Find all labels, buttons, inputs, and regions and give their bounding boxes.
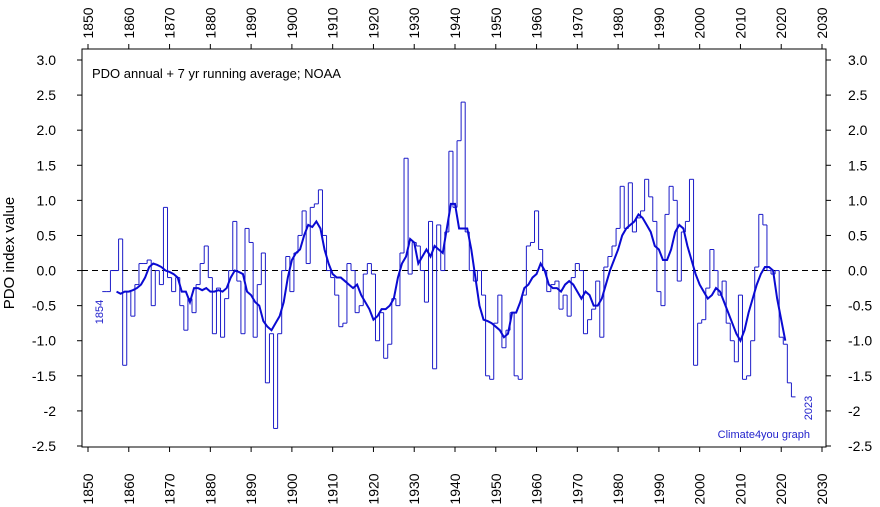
y-tick-label: -2.5 — [32, 438, 56, 454]
x-top-tick-label: 1930 — [406, 7, 422, 38]
x-top-tick-label: 1880 — [202, 7, 218, 38]
x-top-tick-label: 2010 — [732, 7, 748, 38]
chart-title: PDO annual + 7 yr running average; NOAA — [92, 66, 341, 81]
x-tick-label: 1900 — [284, 473, 300, 504]
x-top-tick-label: 1940 — [447, 7, 463, 38]
y2-tick-label: 2.5 — [848, 87, 868, 103]
y2-tick-label: 1.5 — [848, 157, 868, 173]
end-year-note: 2023 — [803, 396, 815, 420]
x-tick-label: 1980 — [610, 473, 626, 504]
y-tick-label: 0.5 — [37, 227, 57, 243]
x-tick-label: 2010 — [732, 473, 748, 504]
x-tick-label: 1940 — [447, 473, 463, 504]
x-tick-label: 1960 — [529, 473, 545, 504]
x-top-tick-label: 1960 — [529, 7, 545, 38]
y2-tick-label: -0.5 — [848, 298, 872, 314]
x-top-tick-label: 1870 — [162, 7, 178, 38]
start-year-note: 1854 — [94, 300, 106, 324]
x-top-tick-label: 2030 — [814, 7, 830, 38]
y-tick-label: 3.0 — [37, 52, 57, 68]
x-tick-label: 2030 — [814, 473, 830, 504]
x-tick-label: 1910 — [325, 473, 341, 504]
y-tick-label: 1.5 — [37, 157, 57, 173]
y-tick-label: -1.5 — [32, 368, 56, 384]
x-tick-label: 1990 — [651, 473, 667, 504]
x-tick-label: 1970 — [569, 473, 585, 504]
x-top-tick-label: 2020 — [773, 7, 789, 38]
y2-tick-label: -2 — [848, 403, 861, 419]
plot-frame — [81, 48, 827, 448]
x-top-tick-label: 1950 — [488, 7, 504, 38]
x-tick-label: 1920 — [365, 473, 381, 504]
x-tick-label: 1860 — [121, 473, 137, 504]
y-tick-label: 1.0 — [37, 192, 57, 208]
credit-note: Climate4you graph — [718, 429, 810, 441]
y2-tick-label: 1.0 — [848, 192, 868, 208]
y2-tick-label: 2.0 — [848, 122, 868, 138]
x-tick-label: 2000 — [692, 473, 708, 504]
x-top-tick-label: 1990 — [651, 7, 667, 38]
x-top-tick-label: 1920 — [365, 7, 381, 38]
x-top-tick-label: 1980 — [610, 7, 626, 38]
x-top-tick-label: 1970 — [569, 7, 585, 38]
running-average-line — [116, 202, 787, 344]
x-tick-label: 1890 — [243, 473, 259, 504]
x-top-tick-label: 1900 — [284, 7, 300, 38]
y2-tick-label: 0.0 — [848, 263, 868, 279]
x-top-tick-label: 1890 — [243, 7, 259, 38]
x-top-tick-label: 1850 — [80, 7, 96, 38]
x-tick-label: 1850 — [80, 473, 96, 504]
y-tick-label: -2 — [44, 403, 57, 419]
x-top-tick-label: 2000 — [692, 7, 708, 38]
y-tick-label: 2.5 — [37, 87, 57, 103]
y-tick-label: 0.0 — [37, 263, 57, 279]
y-tick-label: 2.0 — [37, 122, 57, 138]
x-top-tick-label: 1910 — [325, 7, 341, 38]
x-top-tick-label: 1860 — [121, 7, 137, 38]
x-tick-label: 1880 — [202, 473, 218, 504]
y2-tick-label: 3.0 — [848, 52, 868, 68]
y2-tick-label: -1.5 — [848, 368, 872, 384]
x-tick-label: 1930 — [406, 473, 422, 504]
x-tick-label: 1950 — [488, 473, 504, 504]
y-axis-label: PDO index value — [1, 197, 18, 310]
x-tick-label: 1870 — [162, 473, 178, 504]
y2-tick-label: -1.0 — [848, 333, 872, 349]
y2-tick-label: 0.5 — [848, 227, 868, 243]
x-tick-label: 2020 — [773, 473, 789, 504]
y2-tick-label: -2.5 — [848, 438, 872, 454]
y-tick-label: -0.5 — [32, 298, 56, 314]
y-tick-label: -1.0 — [32, 333, 56, 349]
